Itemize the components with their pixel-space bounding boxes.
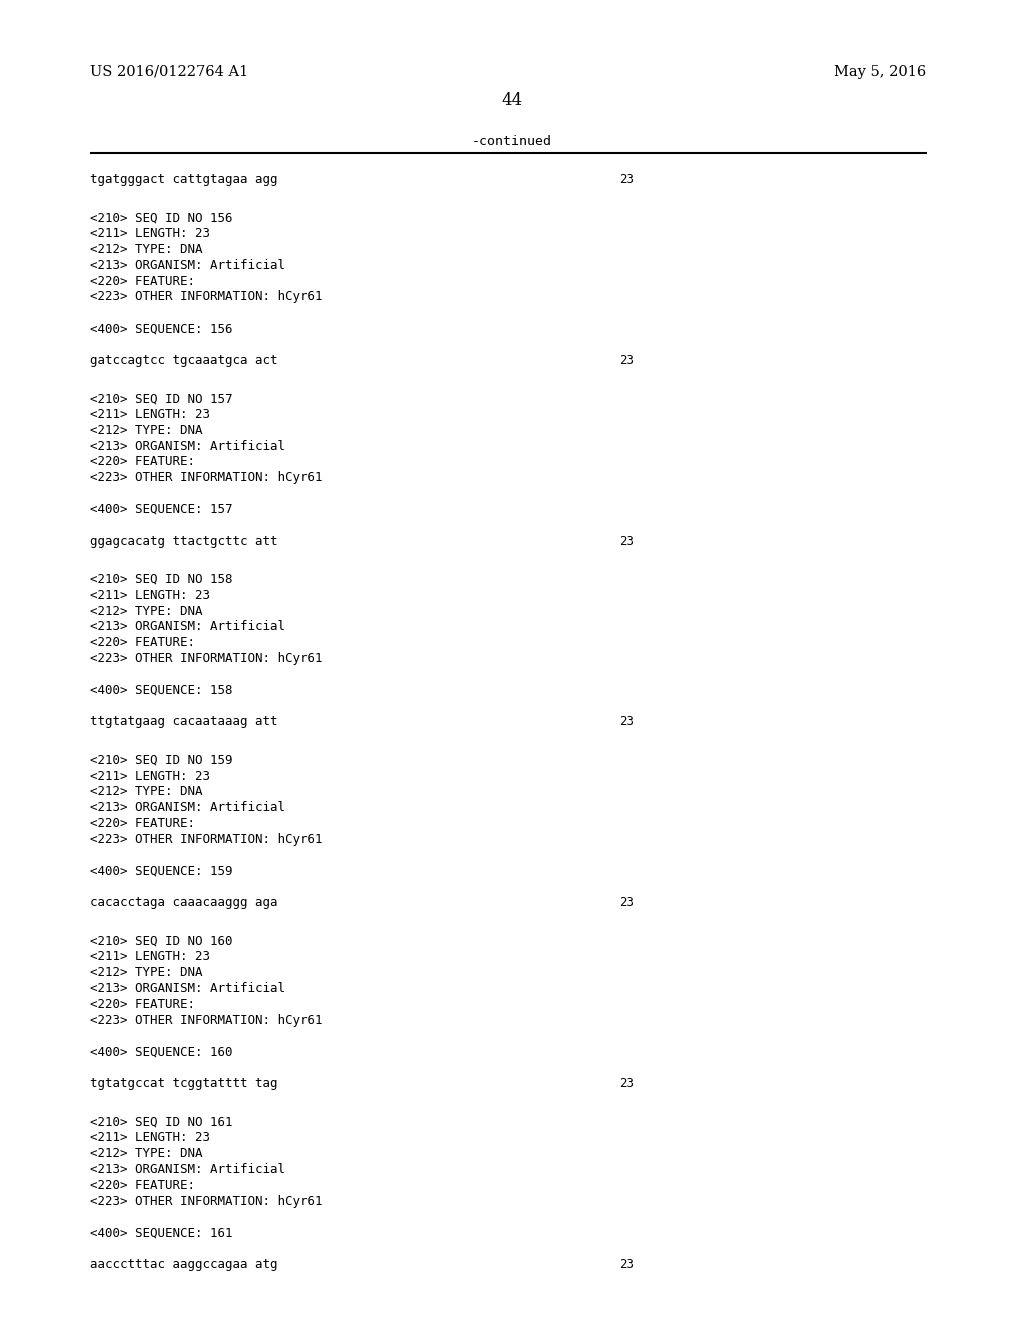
Text: tgatgggact cattgtagaa agg: tgatgggact cattgtagaa agg bbox=[90, 173, 278, 186]
Text: <210> SEQ ID NO 158: <210> SEQ ID NO 158 bbox=[90, 573, 232, 586]
Text: <223> OTHER INFORMATION: hCyr61: <223> OTHER INFORMATION: hCyr61 bbox=[90, 471, 323, 484]
Text: <213> ORGANISM: Artificial: <213> ORGANISM: Artificial bbox=[90, 982, 285, 995]
Text: May 5, 2016: May 5, 2016 bbox=[835, 65, 927, 79]
Text: cacacctaga caaacaaggg aga: cacacctaga caaacaaggg aga bbox=[90, 896, 278, 909]
Text: <223> OTHER INFORMATION: hCyr61: <223> OTHER INFORMATION: hCyr61 bbox=[90, 1195, 323, 1208]
Text: <213> ORGANISM: Artificial: <213> ORGANISM: Artificial bbox=[90, 620, 285, 634]
Text: <212> TYPE: DNA: <212> TYPE: DNA bbox=[90, 424, 203, 437]
Text: US 2016/0122764 A1: US 2016/0122764 A1 bbox=[90, 65, 249, 79]
Text: tgtatgccat tcggtatttt tag: tgtatgccat tcggtatttt tag bbox=[90, 1077, 278, 1090]
Text: <213> ORGANISM: Artificial: <213> ORGANISM: Artificial bbox=[90, 440, 285, 453]
Text: <210> SEQ ID NO 161: <210> SEQ ID NO 161 bbox=[90, 1115, 232, 1129]
Text: <211> LENGTH: 23: <211> LENGTH: 23 bbox=[90, 1131, 210, 1144]
Text: <211> LENGTH: 23: <211> LENGTH: 23 bbox=[90, 770, 210, 783]
Text: 44: 44 bbox=[502, 92, 522, 110]
Text: <220> FEATURE:: <220> FEATURE: bbox=[90, 636, 196, 649]
Text: aaccctttac aaggccagaa atg: aaccctttac aaggccagaa atg bbox=[90, 1258, 278, 1271]
Text: ttgtatgaag cacaataaag att: ttgtatgaag cacaataaag att bbox=[90, 715, 278, 729]
Text: <213> ORGANISM: Artificial: <213> ORGANISM: Artificial bbox=[90, 259, 285, 272]
Text: <211> LENGTH: 23: <211> LENGTH: 23 bbox=[90, 950, 210, 964]
Text: <211> LENGTH: 23: <211> LENGTH: 23 bbox=[90, 408, 210, 421]
Text: <220> FEATURE:: <220> FEATURE: bbox=[90, 817, 196, 830]
Text: -continued: -continued bbox=[472, 135, 552, 148]
Text: <400> SEQUENCE: 156: <400> SEQUENCE: 156 bbox=[90, 322, 232, 335]
Text: 23: 23 bbox=[620, 173, 635, 186]
Text: <210> SEQ ID NO 156: <210> SEQ ID NO 156 bbox=[90, 211, 232, 224]
Text: 23: 23 bbox=[620, 896, 635, 909]
Text: <223> OTHER INFORMATION: hCyr61: <223> OTHER INFORMATION: hCyr61 bbox=[90, 290, 323, 304]
Text: <211> LENGTH: 23: <211> LENGTH: 23 bbox=[90, 227, 210, 240]
Text: <223> OTHER INFORMATION: hCyr61: <223> OTHER INFORMATION: hCyr61 bbox=[90, 1014, 323, 1027]
Text: <400> SEQUENCE: 160: <400> SEQUENCE: 160 bbox=[90, 1045, 232, 1059]
Text: <213> ORGANISM: Artificial: <213> ORGANISM: Artificial bbox=[90, 1163, 285, 1176]
Text: <220> FEATURE:: <220> FEATURE: bbox=[90, 1179, 196, 1192]
Text: <220> FEATURE:: <220> FEATURE: bbox=[90, 275, 196, 288]
Text: 23: 23 bbox=[620, 715, 635, 729]
Text: <220> FEATURE:: <220> FEATURE: bbox=[90, 998, 196, 1011]
Text: <212> TYPE: DNA: <212> TYPE: DNA bbox=[90, 966, 203, 979]
Text: <211> LENGTH: 23: <211> LENGTH: 23 bbox=[90, 589, 210, 602]
Text: <212> TYPE: DNA: <212> TYPE: DNA bbox=[90, 785, 203, 799]
Text: <223> OTHER INFORMATION: hCyr61: <223> OTHER INFORMATION: hCyr61 bbox=[90, 652, 323, 665]
Text: <212> TYPE: DNA: <212> TYPE: DNA bbox=[90, 1147, 203, 1160]
Text: <210> SEQ ID NO 159: <210> SEQ ID NO 159 bbox=[90, 754, 232, 767]
Text: 23: 23 bbox=[620, 535, 635, 548]
Text: 23: 23 bbox=[620, 354, 635, 367]
Text: <210> SEQ ID NO 157: <210> SEQ ID NO 157 bbox=[90, 392, 232, 405]
Text: <212> TYPE: DNA: <212> TYPE: DNA bbox=[90, 605, 203, 618]
Text: <220> FEATURE:: <220> FEATURE: bbox=[90, 455, 196, 469]
Text: 23: 23 bbox=[620, 1077, 635, 1090]
Text: <210> SEQ ID NO 160: <210> SEQ ID NO 160 bbox=[90, 935, 232, 948]
Text: <400> SEQUENCE: 158: <400> SEQUENCE: 158 bbox=[90, 684, 232, 697]
Text: <212> TYPE: DNA: <212> TYPE: DNA bbox=[90, 243, 203, 256]
Text: <400> SEQUENCE: 159: <400> SEQUENCE: 159 bbox=[90, 865, 232, 878]
Text: gatccagtcc tgcaaatgca act: gatccagtcc tgcaaatgca act bbox=[90, 354, 278, 367]
Text: <223> OTHER INFORMATION: hCyr61: <223> OTHER INFORMATION: hCyr61 bbox=[90, 833, 323, 846]
Text: <400> SEQUENCE: 157: <400> SEQUENCE: 157 bbox=[90, 503, 232, 516]
Text: 23: 23 bbox=[620, 1258, 635, 1271]
Text: ggagcacatg ttactgcttc att: ggagcacatg ttactgcttc att bbox=[90, 535, 278, 548]
Text: <400> SEQUENCE: 161: <400> SEQUENCE: 161 bbox=[90, 1226, 232, 1239]
Text: <213> ORGANISM: Artificial: <213> ORGANISM: Artificial bbox=[90, 801, 285, 814]
